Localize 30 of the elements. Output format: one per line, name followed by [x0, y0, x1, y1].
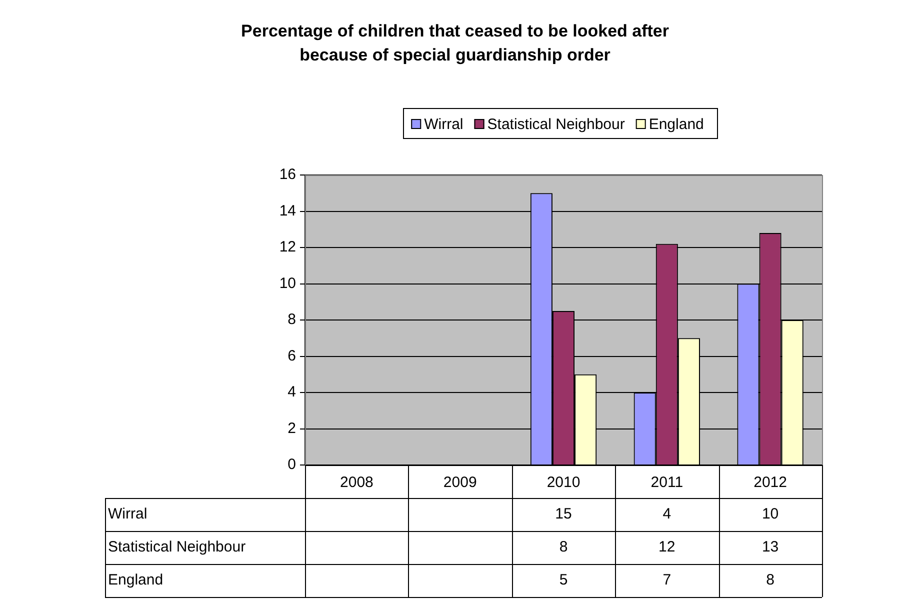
data-label: 13 — [762, 538, 779, 556]
y-tick-label: 16 — [279, 166, 296, 184]
x-tick-label: 2011 — [650, 474, 684, 492]
data-label: 15 — [555, 506, 572, 523]
text: England — [108, 572, 164, 589]
y-tick-label: 14 — [279, 202, 296, 220]
x-tick-label: 2010 — [546, 474, 580, 492]
y-tick-label: 10 — [279, 274, 296, 292]
x-tick-label: 2012 — [754, 474, 787, 492]
x-tick-label: 2009 — [443, 474, 477, 492]
data-label: 4 — [662, 506, 672, 523]
data-label: 10 — [762, 506, 779, 523]
data-label: 7 — [662, 572, 672, 589]
x-tick-label: 2008 — [340, 474, 374, 492]
data-label: 8 — [766, 572, 774, 589]
legend-label: Wirral — [424, 116, 464, 134]
y-tick-label: 2 — [288, 420, 296, 437]
legend-label: England — [648, 116, 704, 134]
data-label: 5 — [559, 572, 568, 589]
text: Statistical Neighbour — [108, 538, 246, 556]
text: Wirral — [108, 506, 148, 523]
y-tick-label: 0 — [288, 456, 296, 474]
y-tick-label: 12 — [279, 238, 296, 256]
legend-label: Statistical Neighbour — [487, 116, 625, 134]
data-label: 8 — [559, 538, 568, 556]
chart-title: Percentage of children that ceased to be looked after because of special guardianship order — [241, 22, 670, 65]
y-tick-label: 8 — [288, 311, 296, 328]
data-label: 12 — [658, 538, 676, 556]
y-tick-label: 4 — [288, 384, 296, 401]
y-tick-label: 6 — [288, 347, 296, 364]
